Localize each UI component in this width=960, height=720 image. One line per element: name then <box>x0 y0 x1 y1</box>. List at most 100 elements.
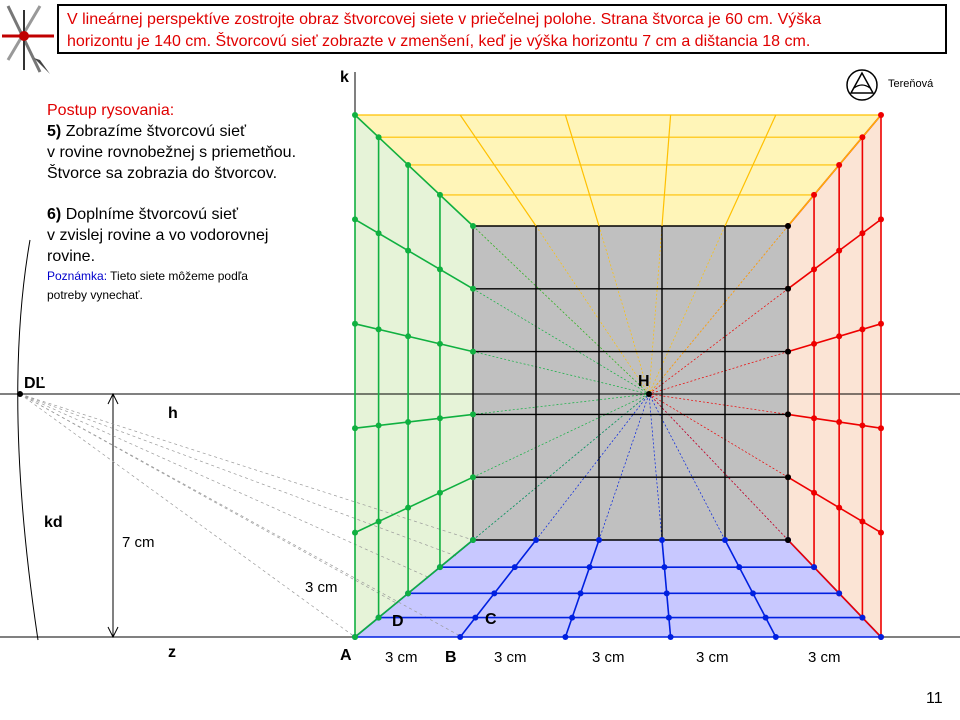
right-wall-point <box>859 518 866 525</box>
point-d-prime <box>17 391 23 397</box>
right-wall-receding-line <box>787 413 882 429</box>
vanishing-line-bottom <box>598 393 650 541</box>
ceiling <box>355 115 881 226</box>
floor-receding-line <box>564 539 600 638</box>
right-wall-point <box>836 247 843 254</box>
label-z: z <box>168 644 176 661</box>
floor-point <box>511 564 518 571</box>
label-D: D <box>392 613 404 630</box>
floor-point <box>661 564 668 571</box>
page-number: 11 <box>926 690 943 707</box>
label-d-prime: DĽ <box>24 375 46 392</box>
right-wall-point <box>859 230 866 237</box>
step-6-line-2: v zvislej rovine a vo vodorovnej <box>47 227 269 244</box>
right-wall-receding-line <box>787 539 882 638</box>
floor-point <box>472 614 479 621</box>
front-grid-point <box>785 411 791 418</box>
left-wall-point <box>375 230 382 237</box>
right-wall-point <box>859 422 866 429</box>
label-base-4: 3 cm <box>696 649 729 666</box>
ceiling-receding-line <box>661 114 672 227</box>
ceiling-receding-line <box>459 114 537 227</box>
step-5-line-2: v rovine rovnobežnej s priemetňou. <box>47 144 297 161</box>
label-base-5: 3 cm <box>808 649 841 666</box>
right-wall-receding-line <box>787 323 882 353</box>
right-wall-point <box>811 340 818 347</box>
right-wall-point <box>878 112 884 118</box>
left-wall-point <box>405 247 412 254</box>
label-base-3: 3 cm <box>592 649 625 666</box>
floor-point <box>762 614 769 621</box>
floor-point <box>878 634 884 640</box>
label-H: H <box>638 373 650 390</box>
left-wall-point <box>375 134 382 141</box>
left-wall-point <box>470 285 476 292</box>
vanishing-line-top <box>598 225 650 395</box>
right-wall-point <box>811 266 818 273</box>
left-wall <box>355 115 473 637</box>
floor-receding-line <box>661 539 672 638</box>
floor-point <box>577 590 584 597</box>
height-dimension <box>107 392 119 639</box>
vanishing-line-left <box>472 393 650 415</box>
floor-receding-line <box>459 539 537 638</box>
floor-point <box>667 634 674 640</box>
right-wall-point <box>811 415 818 422</box>
step-6-number: 6) <box>47 206 62 223</box>
right-wall-point <box>878 425 884 432</box>
left-wall-point <box>375 614 382 621</box>
triangle-logo-icon <box>846 69 878 101</box>
left-wall-receding-line <box>354 539 474 638</box>
drawing-steps: Postup rysovania: 5) Zobrazíme štvorcovú… <box>47 100 347 305</box>
left-wall-point <box>352 320 358 327</box>
distance-line <box>19 393 431 579</box>
label-h: h <box>168 405 178 422</box>
vanishing-line-left <box>472 225 650 395</box>
vanishing-line-bottom <box>535 393 650 541</box>
vanishing-line-left <box>472 393 650 478</box>
note-label: Poznámka: <box>47 269 108 283</box>
vanishing-line-top <box>648 225 663 395</box>
left-wall-point <box>352 112 358 118</box>
floor-point <box>659 537 665 543</box>
distance-line <box>19 393 399 605</box>
step-6-text-1: Doplníme štvorcovú sieť <box>65 206 238 223</box>
note-text-1: Tieto siete môžeme podľa <box>110 269 248 283</box>
floor-point <box>663 590 670 597</box>
right-wall-point <box>836 418 843 425</box>
right-wall-point <box>878 320 884 327</box>
note: Poznámka: Tieto siete môžeme podľa <box>47 267 347 286</box>
step-6-line-1: 6) Doplníme štvorcovú sieť <box>47 204 347 225</box>
right-wall-point <box>859 134 866 141</box>
floor-point <box>596 537 602 543</box>
front-grid-point <box>785 348 791 355</box>
vanishing-line-right <box>648 288 789 395</box>
front-square-grid <box>473 226 788 540</box>
label-B: B <box>445 649 457 666</box>
front-grid-point <box>785 474 791 481</box>
left-wall-point <box>436 564 443 571</box>
left-wall-receding-line <box>354 413 474 429</box>
floor-point <box>859 614 866 621</box>
right-wall-point <box>878 216 884 223</box>
ceiling-receding-line <box>724 114 777 227</box>
floor-point <box>736 564 743 571</box>
left-wall-point <box>436 340 443 347</box>
left-wall-point <box>436 415 443 422</box>
left-wall-receding-line <box>354 114 474 227</box>
left-wall-point <box>470 474 476 481</box>
left-wall-point <box>436 489 443 496</box>
vanishing-line-bottom <box>648 393 663 541</box>
label-height: 7 cm <box>122 534 155 551</box>
floor-point <box>722 537 728 543</box>
step-5-number: 5) <box>47 123 62 140</box>
vanishing-line-top <box>535 225 650 395</box>
right-wall-point <box>836 333 843 340</box>
left-wall-point <box>375 422 382 429</box>
floor-point <box>491 590 498 597</box>
left-wall-point <box>352 425 358 432</box>
point-h <box>646 391 652 397</box>
author-name: Tereňová <box>888 78 934 90</box>
left-wall-point <box>436 191 443 198</box>
left-wall-point <box>405 333 412 340</box>
